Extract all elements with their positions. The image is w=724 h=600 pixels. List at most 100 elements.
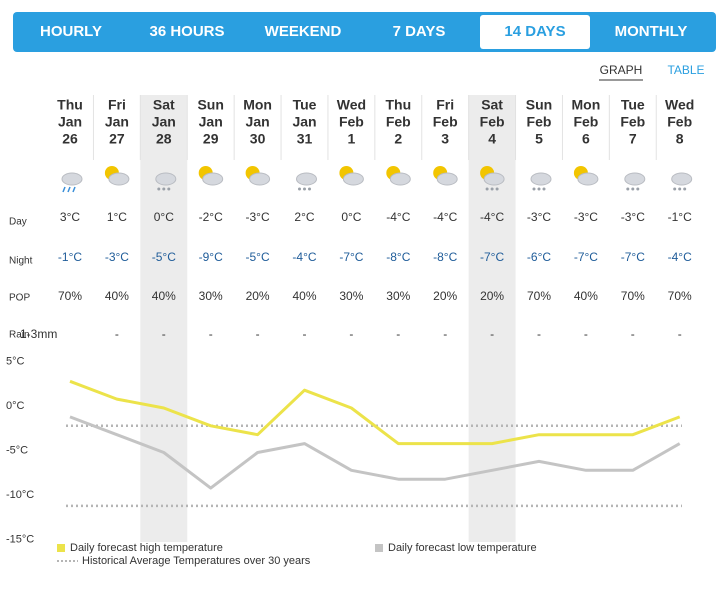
- temperature-line: [69, 415, 681, 490]
- rain: -: [209, 327, 213, 341]
- pop: 70%: [58, 289, 82, 303]
- icon-snow: [626, 187, 630, 191]
- icon-cloud: [249, 172, 271, 186]
- tab[interactable]: 7 DAYS: [393, 23, 446, 40]
- rain: -: [115, 327, 119, 341]
- y-tick-label: -10°C: [6, 489, 34, 501]
- night-temp: -3°C: [105, 250, 129, 264]
- day-header: Feb: [386, 114, 411, 130]
- icon-snow: [303, 187, 306, 191]
- night-temp: -7°C: [621, 250, 645, 264]
- night-temp: -7°C: [480, 250, 504, 264]
- y-tick-label: 0°C: [6, 400, 25, 412]
- row-label: Rain: [9, 330, 30, 341]
- night-temp: -8°C: [386, 250, 410, 264]
- day-header: 1: [348, 131, 356, 147]
- pop: 20%: [246, 289, 270, 303]
- pop: 40%: [292, 289, 316, 303]
- day-temp: -1°C: [668, 210, 692, 224]
- night-temp: -7°C: [574, 250, 598, 264]
- day-temp: -4°C: [433, 210, 457, 224]
- icon-rain: [72, 186, 76, 193]
- pop: 30%: [199, 289, 223, 303]
- day-header: 3: [441, 131, 449, 147]
- icon-cloud: [436, 172, 458, 186]
- icon-cloud: [483, 172, 505, 186]
- tab[interactable]: 14 DAYS: [504, 23, 565, 40]
- day-temp: -2°C: [199, 210, 223, 224]
- rain: -: [256, 327, 260, 341]
- day-temp: -3°C: [574, 210, 598, 224]
- day-header: 31: [297, 131, 313, 147]
- weekend-shade: [468, 95, 516, 542]
- day-header: Wed: [337, 97, 366, 113]
- view-link[interactable]: GRAPH: [600, 63, 643, 77]
- weekend-shade: [140, 95, 188, 542]
- day-header: 28: [156, 131, 172, 147]
- tab[interactable]: WEEKEND: [265, 23, 342, 40]
- rain: -: [396, 327, 400, 341]
- legend-swatch: [375, 544, 383, 552]
- icon-cloud: [61, 172, 83, 186]
- night-temp: -9°C: [199, 250, 223, 264]
- day-header: Feb: [667, 114, 692, 130]
- icon-snow: [495, 187, 499, 191]
- day-header: Jan: [292, 114, 316, 130]
- rain: -: [162, 327, 166, 341]
- icon-cloud: [389, 172, 411, 186]
- day-header: 5: [535, 131, 543, 147]
- day-header: 4: [488, 131, 496, 147]
- icon-snow: [678, 187, 682, 191]
- day-header: Tue: [293, 97, 317, 113]
- day-header: Feb: [433, 114, 458, 130]
- temperature-line: [69, 379, 681, 446]
- icon-snow: [636, 187, 640, 191]
- icon-rain: [62, 186, 66, 193]
- tab[interactable]: 36 HOURS: [149, 23, 224, 40]
- y-tick-label: 5°C: [6, 355, 25, 367]
- legend-label: Historical Average Temperatures over 30 …: [82, 555, 311, 567]
- day-temp: 0°C: [154, 210, 174, 224]
- day-header: Sun: [526, 97, 552, 113]
- icon-cloud: [577, 172, 599, 186]
- legend-label: Daily forecast low temperature: [388, 542, 537, 554]
- rain: -: [303, 327, 307, 341]
- tab[interactable]: HOURLY: [40, 23, 102, 40]
- rain: -: [631, 327, 635, 341]
- icon-snow: [298, 187, 301, 191]
- day-header: Feb: [480, 114, 505, 130]
- icon-cloud: [671, 172, 693, 186]
- day-header: Jan: [152, 114, 176, 130]
- day-temp: -3°C: [621, 210, 645, 224]
- pop: 20%: [480, 289, 504, 303]
- rain: -: [349, 327, 353, 341]
- night-temp: -8°C: [433, 250, 457, 264]
- y-tick-label: -5°C: [6, 444, 28, 456]
- icon-snow: [537, 187, 541, 191]
- pop: 70%: [621, 289, 645, 303]
- rain: -: [584, 327, 588, 341]
- icon-snow: [683, 187, 687, 191]
- pop: 70%: [668, 289, 692, 303]
- icon-cloud: [624, 172, 646, 186]
- day-header: Mon: [572, 97, 601, 113]
- view-link[interactable]: TABLE: [667, 63, 704, 77]
- day-temp: -4°C: [480, 210, 504, 224]
- day-header: Feb: [573, 114, 598, 130]
- rain: -: [490, 327, 494, 341]
- tab[interactable]: MONTHLY: [615, 23, 688, 40]
- icon-snow: [162, 187, 166, 191]
- icon-snow: [485, 187, 489, 191]
- day-header: Thu: [385, 97, 411, 113]
- day-header: Jan: [105, 114, 129, 130]
- rain: 1-3mm: [20, 327, 57, 341]
- icon-cloud: [296, 172, 317, 186]
- pop: 40%: [152, 289, 176, 303]
- icon-cloud: [342, 172, 364, 186]
- pop: 40%: [574, 289, 598, 303]
- icon-snow: [542, 187, 546, 191]
- row-label: Day: [9, 217, 27, 228]
- icon-snow: [167, 187, 171, 191]
- day-temp: -3°C: [527, 210, 551, 224]
- day-header: Fri: [436, 97, 454, 113]
